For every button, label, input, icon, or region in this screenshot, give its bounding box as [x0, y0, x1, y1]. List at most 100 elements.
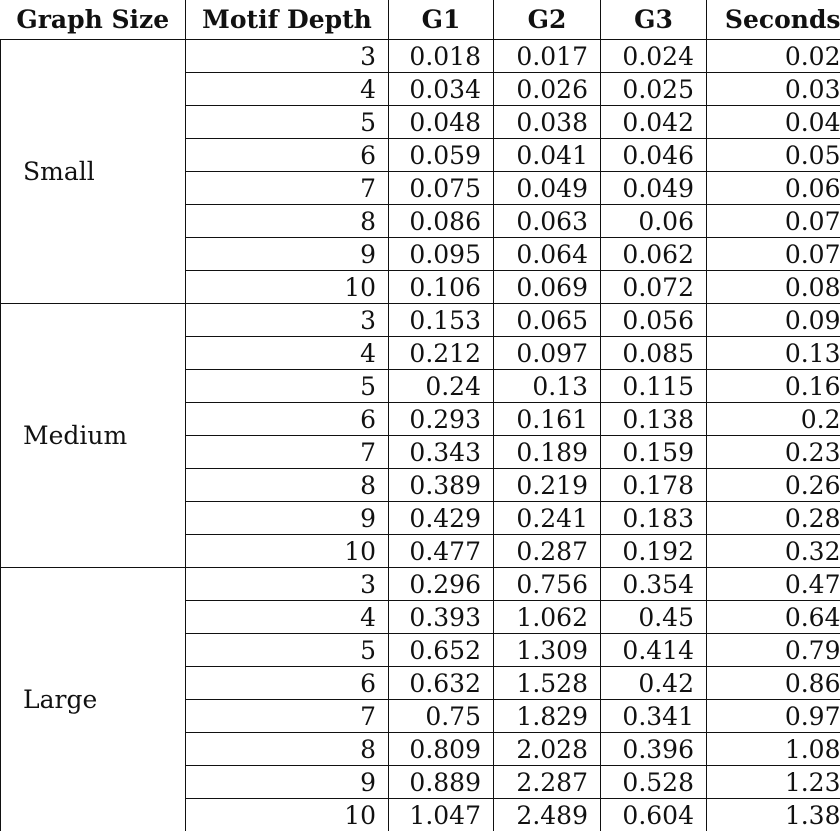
g2-cell: 0.219 [493, 468, 601, 502]
motif-depth-cell: 10 [185, 534, 389, 568]
motif-depth-cell: 9 [185, 765, 389, 799]
motif-depth-cell: 4 [185, 72, 389, 106]
table-row: 9 0.095 0.064 0.062 0.07 [1, 237, 840, 271]
header-motif-depth: Motif Depth [185, 0, 389, 40]
motif-depth-cell: 6 [185, 666, 389, 700]
table-row: 4 0.034 0.026 0.025 0.03 [1, 72, 840, 106]
table-row: 5 0.24 0.13 0.115 0.16 [1, 369, 840, 403]
table-row: 10 0.477 0.287 0.192 0.32 [1, 534, 840, 568]
g3-cell: 0.046 [600, 138, 707, 172]
g1-cell: 0.809 [388, 732, 494, 766]
g2-cell: 0.017 [493, 39, 601, 73]
g2-cell: 2.489 [493, 798, 601, 831]
motif-depth-cell: 9 [185, 501, 389, 535]
header-row: Graph Size Motif Depth G1 G2 G3 Seconds [0, 0, 840, 40]
g2-cell: 0.065 [493, 303, 601, 337]
table-row: Large 3 0.296 0.756 0.354 0.47 [0, 567, 840, 831]
g2-cell: 0.161 [493, 402, 601, 436]
g3-cell: 0.192 [600, 534, 707, 568]
g1-cell: 0.889 [388, 765, 494, 799]
g3-cell: 0.341 [600, 699, 707, 733]
g3-cell: 0.528 [600, 765, 707, 799]
g3-cell: 0.604 [600, 798, 707, 831]
seconds-cell: 0.06 [706, 171, 840, 205]
motif-depth-cell: 6 [185, 402, 389, 436]
table-row: 7 0.075 0.049 0.049 0.06 [1, 171, 840, 205]
g3-cell: 0.056 [600, 303, 707, 337]
seconds-cell: 0.07 [706, 237, 840, 271]
g1-cell: 0.75 [388, 699, 494, 733]
g2-cell: 1.062 [493, 600, 601, 634]
table-row: 5 0.048 0.038 0.042 0.04 [1, 105, 840, 139]
motif-depth-cell: 9 [185, 237, 389, 271]
seconds-cell: 0.07 [706, 204, 840, 238]
table-row: 10 0.106 0.069 0.072 0.08 [1, 270, 840, 304]
g1-cell: 0.059 [388, 138, 494, 172]
g3-cell: 0.06 [600, 204, 707, 238]
motif-depth-cell: 10 [185, 270, 389, 304]
g1-cell: 0.086 [388, 204, 494, 238]
g2-cell: 0.13 [493, 369, 601, 403]
header-g3: G3 [600, 0, 707, 40]
g2-cell: 1.829 [493, 699, 601, 733]
g2-cell: 0.026 [493, 72, 601, 106]
g2-cell: 0.241 [493, 501, 601, 535]
g3-cell: 0.025 [600, 72, 707, 106]
header-g2: G2 [493, 0, 601, 40]
g1-cell: 0.632 [388, 666, 494, 700]
motif-depth-cell: 4 [185, 600, 389, 634]
seconds-cell: 0.02 [706, 39, 840, 73]
table-row: 10 1.047 2.489 0.604 1.38 [1, 798, 840, 831]
g3-cell: 0.042 [600, 105, 707, 139]
table-row: 6 0.632 1.528 0.42 0.86 [1, 666, 840, 700]
g1-cell: 0.296 [388, 567, 494, 601]
seconds-cell: 0.23 [706, 435, 840, 469]
g3-cell: 0.414 [600, 633, 707, 667]
g3-cell: 0.396 [600, 732, 707, 766]
table-row: Medium 3 0.153 0.065 0.056 0.09 [0, 303, 840, 568]
table-row: 8 0.086 0.063 0.06 0.07 [1, 204, 840, 238]
g1-cell: 0.034 [388, 72, 494, 106]
seconds-cell: 1.23 [706, 765, 840, 799]
g1-cell: 0.212 [388, 336, 494, 370]
motif-depth-cell: 5 [185, 633, 389, 667]
table-row: 9 0.889 2.287 0.528 1.23 [1, 765, 840, 799]
motif-depth-cell: 7 [185, 699, 389, 733]
motif-depth-cell: 3 [185, 39, 389, 73]
header-graph-size: Graph Size [0, 0, 186, 40]
table-row: 9 0.429 0.241 0.183 0.28 [1, 501, 840, 535]
motif-depth-cell: 8 [185, 204, 389, 238]
g3-cell: 0.062 [600, 237, 707, 271]
g1-cell: 0.389 [388, 468, 494, 502]
table-row: 6 0.059 0.041 0.046 0.05 [1, 138, 840, 172]
seconds-cell: 0.09 [706, 303, 840, 337]
g3-cell: 0.085 [600, 336, 707, 370]
g1-cell: 0.018 [388, 39, 494, 73]
seconds-cell: 1.38 [706, 798, 840, 831]
g2-cell: 0.063 [493, 204, 601, 238]
table-row: 8 0.809 2.028 0.396 1.08 [1, 732, 840, 766]
g1-cell: 0.048 [388, 105, 494, 139]
motif-depth-cell: 7 [185, 435, 389, 469]
g2-cell: 0.049 [493, 171, 601, 205]
graph-size-cell: Small [0, 39, 186, 304]
seconds-cell: 0.26 [706, 468, 840, 502]
seconds-cell: 0.86 [706, 666, 840, 700]
g3-cell: 0.072 [600, 270, 707, 304]
graph-size-cell: Medium [0, 303, 186, 568]
motif-depth-cell: 3 [185, 303, 389, 337]
g2-cell: 2.287 [493, 765, 601, 799]
g1-cell: 0.293 [388, 402, 494, 436]
g3-cell: 0.183 [600, 501, 707, 535]
graph-size-cell: Large [0, 567, 186, 831]
seconds-cell: 0.2 [706, 402, 840, 436]
motif-depth-cell: 10 [185, 798, 389, 831]
seconds-cell: 0.79 [706, 633, 840, 667]
table-row: 4 0.393 1.062 0.45 0.64 [1, 600, 840, 634]
g2-cell: 1.309 [493, 633, 601, 667]
seconds-cell: 0.28 [706, 501, 840, 535]
seconds-cell: 0.97 [706, 699, 840, 733]
table-row: 5 0.652 1.309 0.414 0.79 [1, 633, 840, 667]
motif-depth-cell: 6 [185, 138, 389, 172]
